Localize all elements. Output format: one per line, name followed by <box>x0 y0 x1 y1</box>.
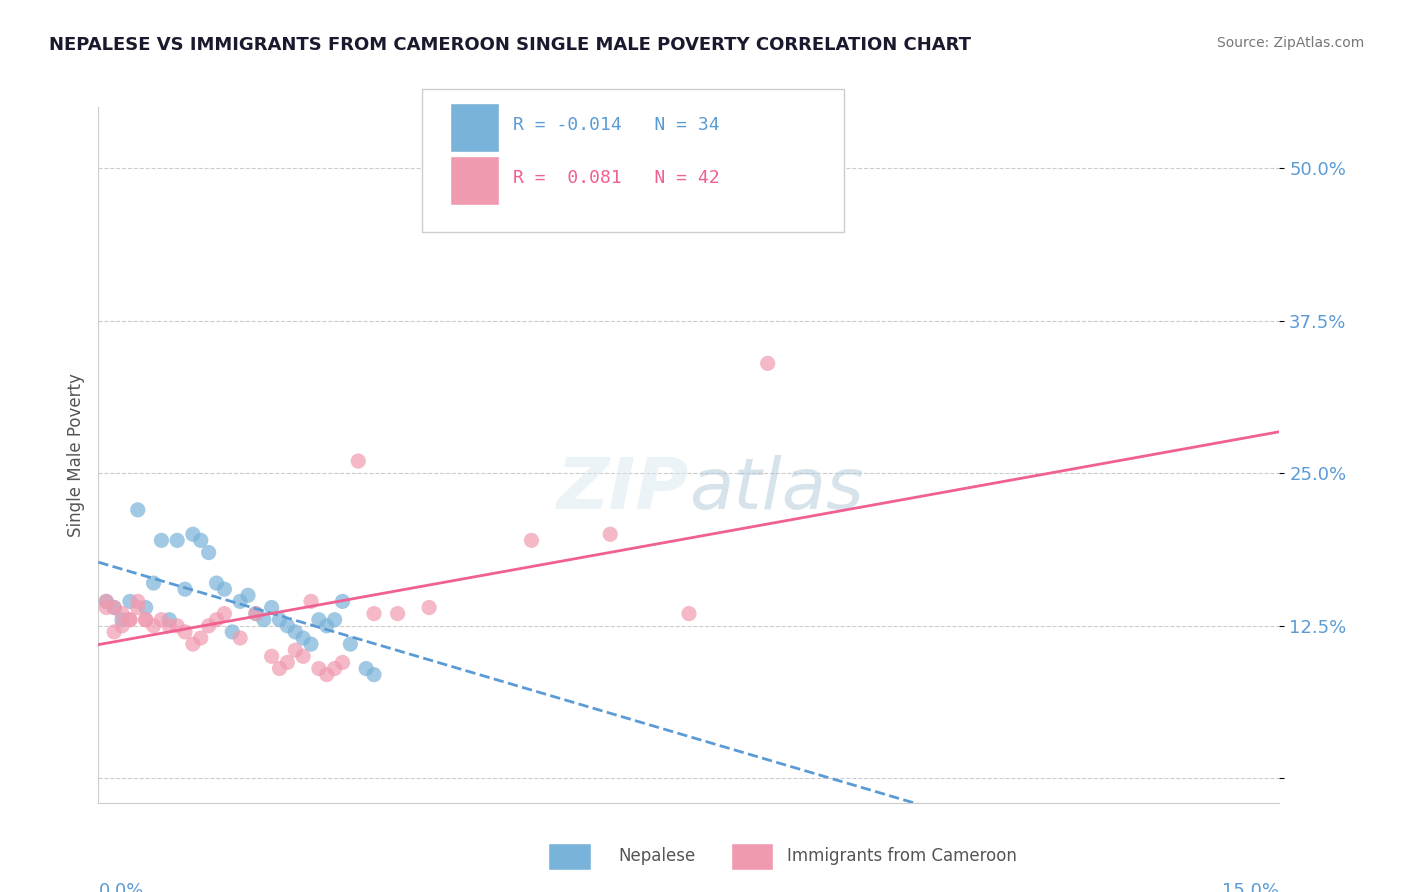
Point <box>118 594 141 608</box>
Text: Immigrants from Cameroon: Immigrants from Cameroon <box>787 847 1017 865</box>
Point <box>221 624 243 639</box>
Point <box>245 607 267 621</box>
Point <box>96 594 118 608</box>
Point <box>135 613 157 627</box>
Text: R =  0.081   N = 42: R = 0.081 N = 42 <box>513 169 720 187</box>
Point <box>269 613 291 627</box>
Point <box>323 661 346 675</box>
Point <box>197 545 219 559</box>
Point <box>118 613 141 627</box>
Point <box>678 607 700 621</box>
Point <box>260 600 283 615</box>
Point <box>387 607 409 621</box>
Point <box>253 613 276 627</box>
Point <box>315 667 337 681</box>
Point <box>150 533 173 548</box>
Point <box>111 613 134 627</box>
Point <box>190 631 212 645</box>
Point <box>332 594 354 608</box>
Point <box>96 600 118 615</box>
Point <box>269 661 291 675</box>
Point <box>236 588 259 602</box>
Point <box>332 656 354 670</box>
Point <box>229 594 252 608</box>
Point <box>166 533 188 548</box>
Point <box>103 600 125 615</box>
Point <box>339 637 361 651</box>
Point <box>103 600 125 615</box>
Text: atlas: atlas <box>689 455 863 524</box>
Point <box>157 619 180 633</box>
Text: R = -0.014   N = 34: R = -0.014 N = 34 <box>513 116 720 134</box>
Point <box>142 619 165 633</box>
Point <box>111 607 134 621</box>
Point <box>276 619 298 633</box>
Point <box>174 624 197 639</box>
Point <box>181 637 204 651</box>
Point <box>127 594 149 608</box>
Point <box>157 613 180 627</box>
Point <box>166 619 188 633</box>
Point <box>284 624 307 639</box>
Point <box>308 661 330 675</box>
Point <box>260 649 283 664</box>
Point <box>111 619 134 633</box>
Point <box>205 613 228 627</box>
Point <box>96 594 118 608</box>
Point <box>150 613 173 627</box>
Point <box>363 607 385 621</box>
Point <box>756 356 779 370</box>
Text: ZIP: ZIP <box>557 455 689 524</box>
Point <box>214 607 236 621</box>
Point <box>599 527 621 541</box>
Point <box>205 576 228 591</box>
Point <box>299 637 322 651</box>
Point <box>214 582 236 597</box>
Point <box>292 649 315 664</box>
Point <box>323 613 346 627</box>
Text: Source: ZipAtlas.com: Source: ZipAtlas.com <box>1216 36 1364 50</box>
Point <box>276 656 298 670</box>
Point <box>315 619 337 633</box>
Point <box>127 600 149 615</box>
Point <box>245 607 267 621</box>
Point <box>308 613 330 627</box>
Point <box>135 613 157 627</box>
Point <box>347 454 370 468</box>
Point <box>363 667 385 681</box>
Point <box>284 643 307 657</box>
Point <box>520 533 543 548</box>
Point <box>103 624 125 639</box>
Point <box>135 600 157 615</box>
Point <box>354 661 377 675</box>
Point <box>229 631 252 645</box>
Point <box>127 503 149 517</box>
Text: NEPALESE VS IMMIGRANTS FROM CAMEROON SINGLE MALE POVERTY CORRELATION CHART: NEPALESE VS IMMIGRANTS FROM CAMEROON SIN… <box>49 36 972 54</box>
Point <box>299 594 322 608</box>
Text: 0.0%: 0.0% <box>98 882 143 892</box>
Point <box>190 533 212 548</box>
Y-axis label: Single Male Poverty: Single Male Poverty <box>66 373 84 537</box>
Point <box>292 631 315 645</box>
Text: Nepalese: Nepalese <box>619 847 696 865</box>
Text: 15.0%: 15.0% <box>1222 882 1279 892</box>
Point <box>181 527 204 541</box>
Point <box>418 600 440 615</box>
Point <box>118 613 141 627</box>
Point <box>174 582 197 597</box>
Point <box>142 576 165 591</box>
Point <box>197 619 219 633</box>
